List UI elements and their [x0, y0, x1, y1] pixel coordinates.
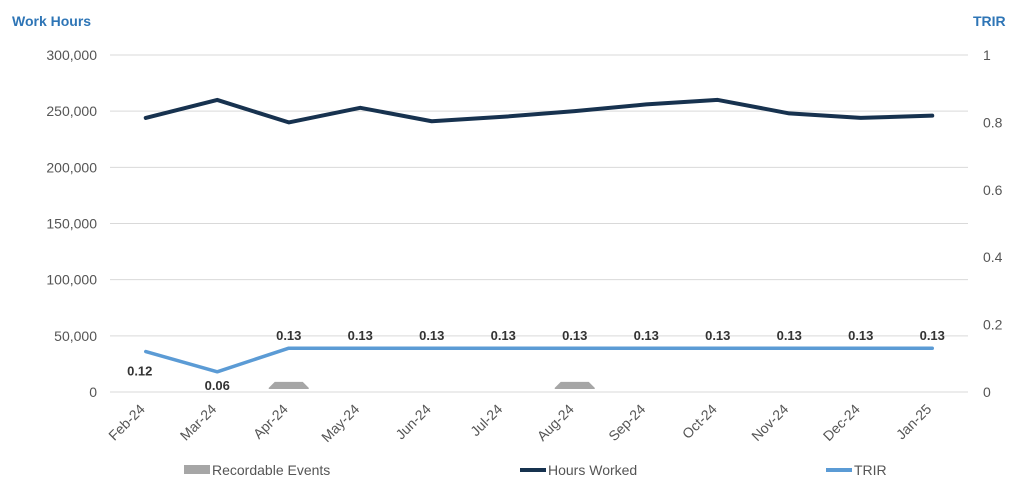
trir-data-label: 0.13 [348, 328, 373, 343]
x-tick-label: Mar-24 [177, 401, 220, 444]
x-tick-label: Sep-24 [605, 401, 648, 444]
legend-label-trir: TRIR [854, 462, 887, 478]
trir-data-label: 0.13 [777, 328, 802, 343]
right-tick-label: 0.4 [983, 249, 1003, 265]
trir-data-label: 0.13 [562, 328, 587, 343]
trir-line [144, 346, 934, 374]
trir-data-label: 0.13 [491, 328, 516, 343]
hours-worked-line [143, 97, 935, 125]
x-tick-label: Dec-24 [820, 401, 863, 444]
trir-data-label: 0.06 [205, 378, 230, 393]
trir-data-label: 0.13 [634, 328, 659, 343]
series-lines [143, 97, 935, 374]
legend-label-hours-worked: Hours Worked [548, 462, 637, 478]
legend-label-recordable-events: Recordable Events [212, 462, 330, 478]
left-axis-title: Work Hours [12, 13, 91, 29]
x-tick-label: Jan-25 [893, 401, 935, 443]
right-tick-label: 0 [983, 384, 991, 400]
left-tick-label: 0 [89, 384, 97, 400]
right-tick-label: 0.6 [983, 182, 1003, 198]
trir-data-label: 0.13 [920, 328, 945, 343]
trir-data-labels: 0.12 0.06 0.13 0.13 0.13 0.13 0.13 0.13 0.13 0.13… [127, 328, 945, 393]
x-tick-label: May-24 [318, 401, 362, 445]
x-tick-label: Nov-24 [748, 401, 791, 444]
recordable-events-bar [268, 381, 309, 389]
trir-data-label: 0.13 [419, 328, 444, 343]
right-tick-label: 0.8 [983, 114, 1003, 130]
x-axis-ticks: Feb-24 Mar-24 Apr-24 May-24 Jun-24 Jul-24 Aug-… [105, 401, 934, 445]
x-tick-label: Jun-24 [392, 401, 434, 443]
trir-data-label: 0.13 [705, 328, 730, 343]
recordable-events-bars [268, 381, 595, 389]
trir-data-label: 0.13 [848, 328, 873, 343]
x-tick-label: Feb-24 [105, 401, 148, 444]
right-tick-label: 1 [983, 47, 991, 63]
trir-data-label: 0.13 [276, 328, 301, 343]
x-tick-label: Aug-24 [534, 401, 577, 444]
left-axis-ticks: 0 50,000 100,000 150,000 200,000 250,000 300,0… [46, 47, 97, 400]
left-tick-label: 100,000 [46, 272, 97, 288]
left-tick-label: 200,000 [46, 159, 97, 175]
left-tick-label: 250,000 [46, 103, 97, 119]
legend: Recordable Events Hours Worked TRIR [184, 462, 887, 478]
x-tick-label: Jul-24 [467, 401, 505, 439]
legend-swatch-recordable-events [184, 465, 210, 474]
left-tick-label: 50,000 [54, 328, 97, 344]
right-axis-title: TRIR [973, 13, 1006, 29]
x-tick-label: Oct-24 [679, 401, 720, 442]
right-tick-label: 0.2 [983, 317, 1003, 333]
right-axis-ticks: 0 0.2 0.4 0.6 0.8 1 [983, 47, 1003, 400]
left-tick-label: 150,000 [46, 216, 97, 232]
x-tick-label: Apr-24 [250, 401, 291, 442]
trir-data-label: 0.12 [127, 364, 152, 379]
recordable-events-bar [554, 381, 595, 389]
left-tick-label: 300,000 [46, 47, 97, 63]
